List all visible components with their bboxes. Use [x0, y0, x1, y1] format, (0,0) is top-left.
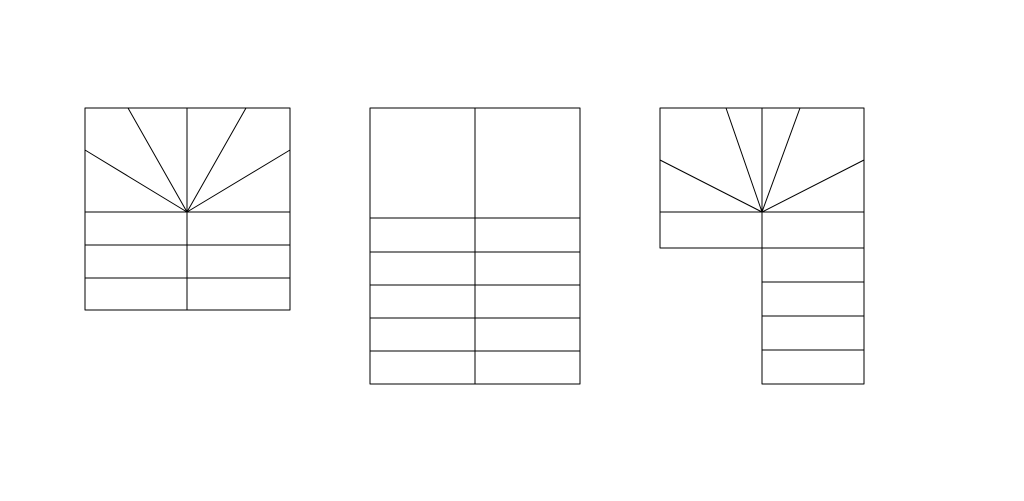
stair-plan-2 — [370, 108, 580, 384]
stair-plan-3 — [660, 108, 864, 384]
stair-plan-1 — [85, 108, 290, 310]
stair-diagrams — [0, 0, 1024, 501]
